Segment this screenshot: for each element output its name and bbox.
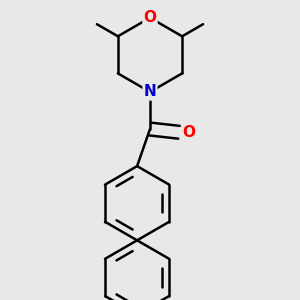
Text: O: O	[143, 10, 157, 25]
Text: O: O	[182, 125, 195, 140]
Text: N: N	[144, 84, 156, 99]
